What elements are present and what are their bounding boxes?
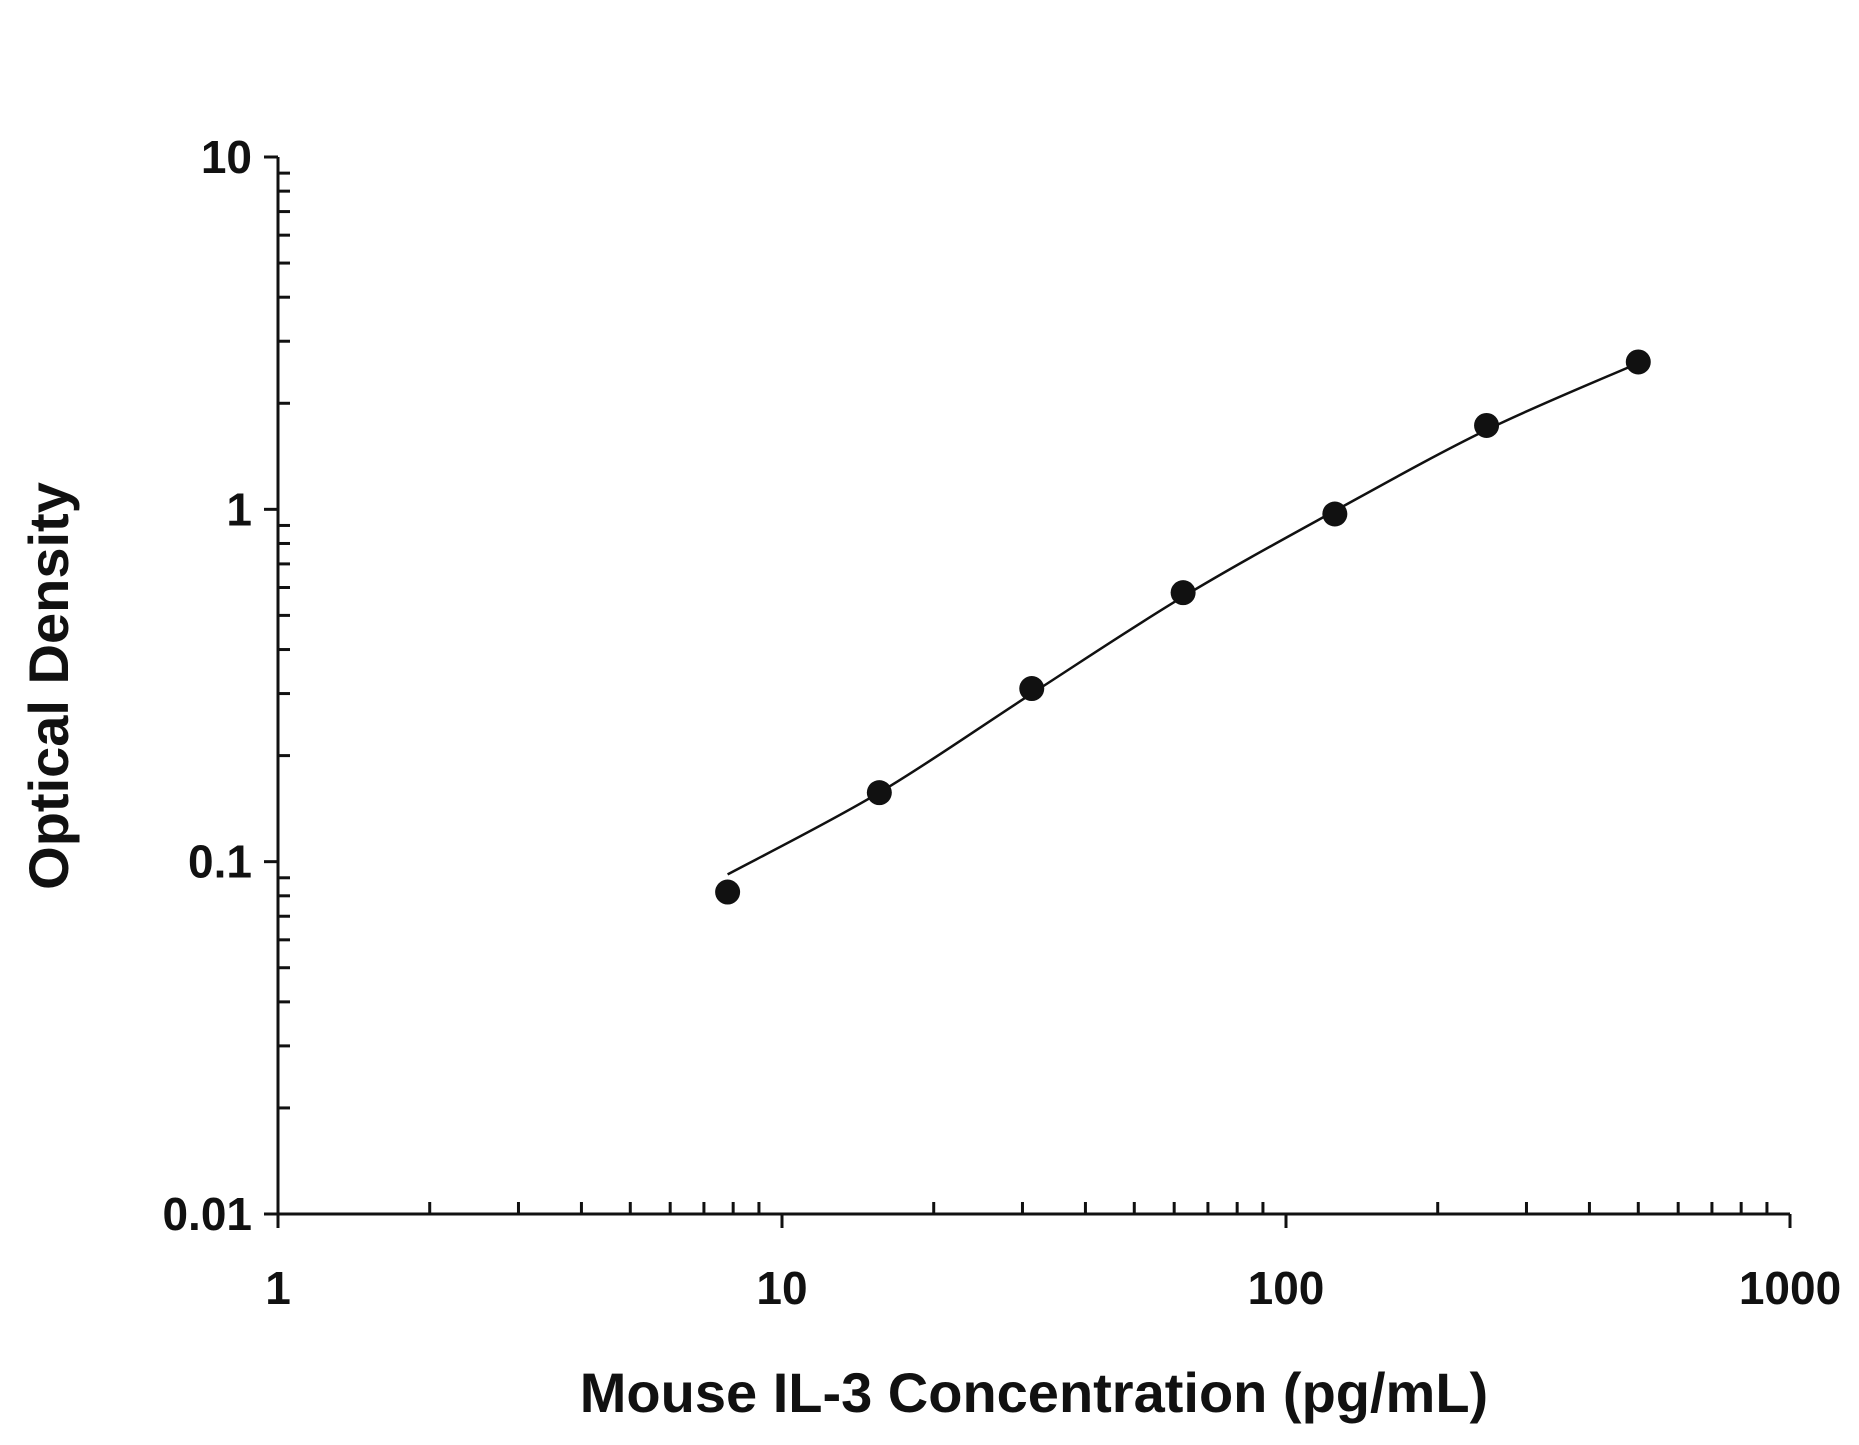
minor-ticks [278, 171, 1769, 1214]
major-ticks [264, 155, 1792, 1228]
y-tick-label: 1 [226, 483, 252, 535]
y-tick-label: 10 [201, 131, 252, 183]
x-axis-title: Mouse IL-3 Concentration (pg/mL) [580, 1361, 1488, 1424]
data-point [1474, 412, 1500, 438]
data-point [715, 879, 741, 905]
data-point [866, 780, 892, 806]
x-tick-labels: 1 10 100 1000 [265, 1262, 1841, 1314]
y-tick-labels: 0.01 0.1 1 10 [162, 131, 252, 1240]
x-tick-label: 1000 [1739, 1262, 1841, 1314]
data-points [715, 349, 1651, 905]
fit-curve [727, 361, 1639, 876]
data-point [1019, 676, 1045, 702]
y-tick-label: 0.1 [188, 836, 252, 888]
data-point [1322, 501, 1348, 527]
data-point [1170, 580, 1196, 606]
x-tick-label: 100 [1248, 1262, 1325, 1314]
x-tick-label: 1 [265, 1262, 291, 1314]
y-tick-label: 0.01 [162, 1188, 252, 1240]
y-axis-title: Optical Density [17, 482, 80, 890]
data-point [1625, 349, 1651, 375]
x-tick-label: 10 [756, 1262, 807, 1314]
